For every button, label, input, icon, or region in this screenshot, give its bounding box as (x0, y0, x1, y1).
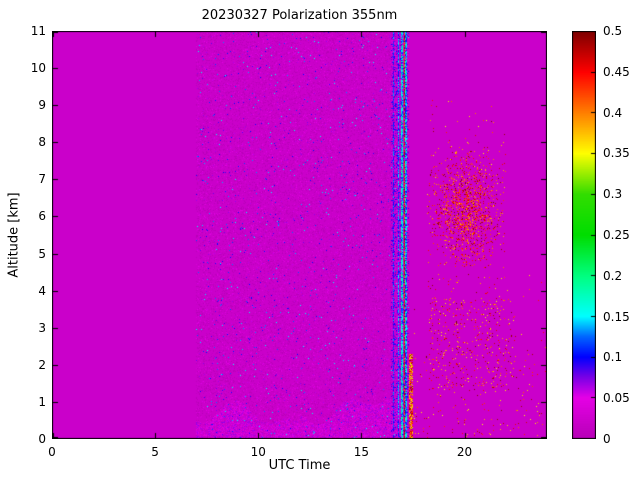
colorbar-tick-label: 0.1 (603, 350, 623, 365)
y-tick-label: 8 (38, 135, 46, 150)
colorbar-tick-label: 0.5 (603, 24, 623, 38)
x-axis-label: UTC Time (268, 458, 331, 473)
y-tick-label: 2 (38, 357, 46, 372)
colorbar-tick-label: 0.35 (603, 146, 630, 161)
x-tick-label: 20 (456, 445, 473, 459)
x-tick-label: 0 (48, 445, 56, 459)
colorbar-tick-label: 0.25 (603, 228, 630, 242)
y-tick-label: 9 (38, 98, 46, 113)
y-tick-label: 10 (30, 61, 46, 76)
x-tick-label: 10 (250, 445, 266, 459)
plot-title: 20230327 Polarization 355nm (201, 8, 398, 23)
y-tick-label: 3 (38, 320, 46, 335)
heatmap-canvas (52, 31, 547, 439)
colorbar-tick-label: 0.4 (603, 105, 623, 120)
colorbar-tick-label: 0.15 (603, 309, 630, 324)
y-tick-label: 5 (38, 246, 46, 261)
colorbar-canvas (572, 31, 596, 439)
colorbar-tick-label: 0.2 (603, 268, 623, 283)
y-tick-label: 11 (30, 24, 46, 38)
colorbar-tick-label: 0 (603, 432, 611, 446)
x-tick-label: 15 (353, 445, 370, 459)
y-tick-label: 4 (38, 283, 46, 298)
colorbar-tick-label: 0.3 (603, 187, 623, 202)
y-axis-label: Altitude [km] (6, 192, 22, 278)
x-tick-label: 5 (151, 445, 159, 459)
colorbar-tick-label: 0.05 (603, 391, 630, 406)
y-tick-label: 1 (38, 394, 46, 409)
y-tick-label: 7 (38, 172, 46, 187)
colorbar-tick-label: 0.45 (603, 64, 630, 79)
y-tick-label: 6 (38, 209, 46, 224)
y-tick-label: 0 (38, 432, 46, 446)
